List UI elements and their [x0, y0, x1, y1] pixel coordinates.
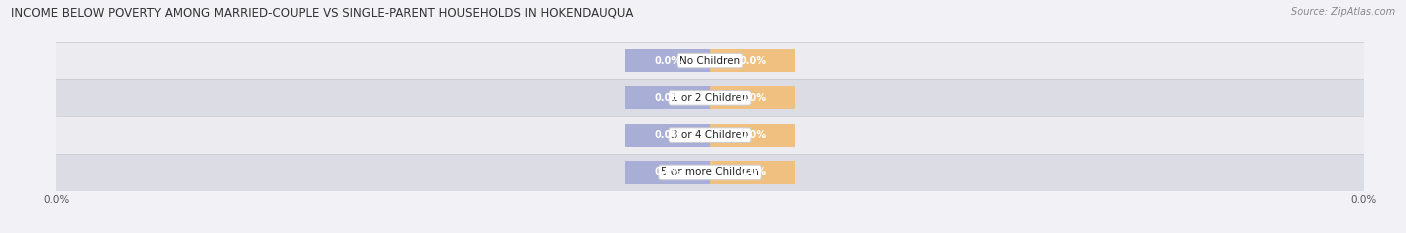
- Bar: [626, 49, 710, 72]
- Bar: [56, 42, 1364, 79]
- Text: 0.0%: 0.0%: [740, 93, 766, 103]
- Bar: [710, 86, 794, 110]
- Bar: [626, 86, 710, 110]
- Text: No Children: No Children: [679, 56, 741, 65]
- Text: 0.0%: 0.0%: [654, 168, 681, 177]
- Text: Source: ZipAtlas.com: Source: ZipAtlas.com: [1291, 7, 1395, 17]
- Text: 0.0%: 0.0%: [740, 130, 766, 140]
- Text: INCOME BELOW POVERTY AMONG MARRIED-COUPLE VS SINGLE-PARENT HOUSEHOLDS IN HOKENDA: INCOME BELOW POVERTY AMONG MARRIED-COUPL…: [11, 7, 634, 20]
- Text: 0.0%: 0.0%: [654, 56, 681, 65]
- Bar: [710, 49, 794, 72]
- Text: 0.0%: 0.0%: [654, 93, 681, 103]
- Bar: [710, 123, 794, 147]
- Text: 1 or 2 Children: 1 or 2 Children: [671, 93, 749, 103]
- Bar: [626, 123, 710, 147]
- Text: 3 or 4 Children: 3 or 4 Children: [671, 130, 749, 140]
- Bar: [710, 161, 794, 184]
- Text: 0.0%: 0.0%: [740, 168, 766, 177]
- Text: 0.0%: 0.0%: [740, 56, 766, 65]
- Bar: [56, 79, 1364, 116]
- Text: 0.0%: 0.0%: [654, 130, 681, 140]
- Text: 5 or more Children: 5 or more Children: [661, 168, 759, 177]
- Bar: [626, 161, 710, 184]
- Bar: [56, 116, 1364, 154]
- Bar: [56, 154, 1364, 191]
